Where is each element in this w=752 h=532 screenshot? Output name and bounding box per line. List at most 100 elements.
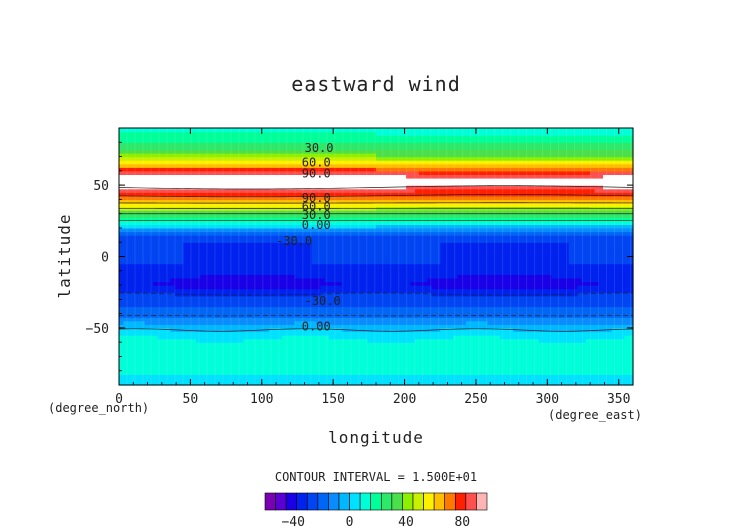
field-cell <box>547 274 553 279</box>
field-cell <box>376 252 381 258</box>
field-cell <box>170 352 176 358</box>
field-cell <box>328 288 334 293</box>
field-cell <box>328 260 334 265</box>
field-cell <box>286 285 291 290</box>
field-cell <box>470 338 476 343</box>
field-cell <box>131 313 137 318</box>
field-cell <box>174 252 180 258</box>
field-cell <box>234 260 240 265</box>
field-cell <box>534 338 540 343</box>
field-cell <box>200 270 206 275</box>
field-cell <box>500 256 506 261</box>
field-cell <box>260 260 266 265</box>
field-cell <box>277 252 283 258</box>
field-cell <box>290 285 296 290</box>
field-cell <box>405 363 411 368</box>
field-cell <box>427 381 433 386</box>
field-cell <box>590 377 596 383</box>
field-cell <box>401 277 407 283</box>
field-cell <box>448 274 454 279</box>
field-cell <box>183 352 189 358</box>
field-cell <box>264 331 270 336</box>
field-cell <box>517 281 523 286</box>
field-cell <box>397 252 403 258</box>
field-cell <box>221 335 227 340</box>
field-cell <box>487 302 493 308</box>
field-cell <box>140 360 146 365</box>
field-cell <box>435 267 441 272</box>
field-cell <box>624 360 630 365</box>
field-cell <box>410 331 416 336</box>
field-cell <box>491 274 497 279</box>
field-cell <box>204 370 210 375</box>
field-cell <box>611 288 617 293</box>
field-cell <box>187 352 193 358</box>
field-cell <box>208 317 214 322</box>
field-cell <box>465 342 471 347</box>
field-cell <box>487 374 493 379</box>
field-cell <box>230 338 236 343</box>
field-cell <box>491 374 497 379</box>
field-cell <box>495 288 501 293</box>
field-cell <box>564 242 570 247</box>
field-cell <box>491 281 497 286</box>
field-cell <box>196 317 201 322</box>
field-cell <box>337 302 343 308</box>
field-cell <box>367 245 373 250</box>
field-cell <box>200 252 206 258</box>
field-cell <box>487 256 493 261</box>
field-cell <box>521 338 527 343</box>
field-cell <box>465 270 471 275</box>
field-cell <box>431 367 437 372</box>
field-cell <box>461 363 467 368</box>
field-cell <box>401 260 407 265</box>
field-cell <box>213 281 219 286</box>
field-cell <box>200 285 206 290</box>
field-cell <box>303 338 309 343</box>
field-cell <box>187 256 193 261</box>
field-cell <box>264 256 270 261</box>
field-cell <box>200 310 206 315</box>
field-cell <box>453 363 458 368</box>
field-cell <box>346 377 351 383</box>
field-cell <box>581 363 587 368</box>
field-cell <box>581 242 587 247</box>
field-cell <box>465 306 471 311</box>
field-cell <box>487 295 493 300</box>
field-cell <box>628 335 634 340</box>
field-cell <box>268 242 274 247</box>
field-cell <box>286 370 291 375</box>
field-cell <box>119 288 124 293</box>
field-cell <box>131 363 137 368</box>
field-cell <box>401 360 407 365</box>
field-cell <box>427 345 433 350</box>
field-cell <box>354 360 360 365</box>
field-cell <box>560 349 566 354</box>
field-cell <box>346 363 351 368</box>
field-cell <box>161 374 167 379</box>
field-cell <box>119 235 124 240</box>
field-cell <box>178 377 184 383</box>
field-cell <box>405 381 411 386</box>
field-cell <box>208 274 214 279</box>
field-cell <box>620 313 626 318</box>
field-cell <box>251 317 257 322</box>
field-cell <box>256 360 261 365</box>
field-cell <box>196 352 201 358</box>
field-cell <box>581 292 587 297</box>
field-cell <box>316 377 321 383</box>
field-cell <box>607 352 613 358</box>
field-cell <box>431 363 437 368</box>
field-cell <box>127 320 133 325</box>
field-cell <box>234 313 240 318</box>
field-cell <box>200 302 206 308</box>
field-cell <box>217 349 223 354</box>
field-cell <box>418 317 424 322</box>
field-cell <box>144 288 150 293</box>
field-cell <box>247 338 253 343</box>
field-cell <box>470 320 476 325</box>
field-cell <box>508 381 514 386</box>
field-cell <box>341 320 347 325</box>
field-cell <box>226 238 231 243</box>
field-cell <box>358 327 364 333</box>
